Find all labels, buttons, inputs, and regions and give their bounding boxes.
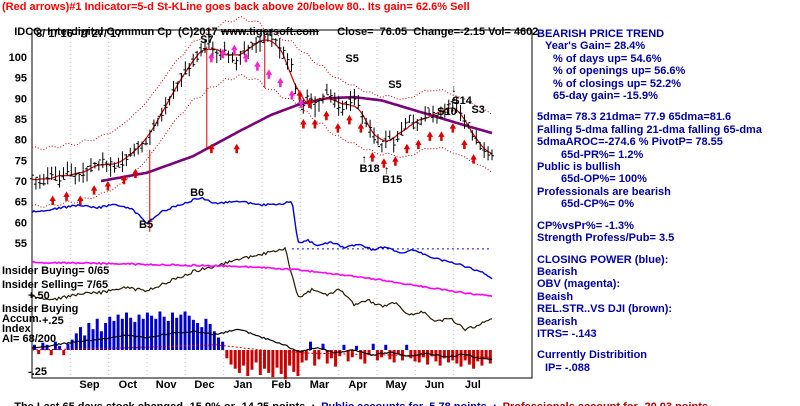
panel-line: IP= -.088	[545, 361, 590, 374]
svg-text:S10: S10	[437, 106, 457, 118]
accum-scale-plus25: +.25	[42, 315, 64, 327]
lower-band-dotted	[31, 73, 493, 208]
insider-buying-accum-title: Insider Buying	[2, 303, 79, 315]
panel-line: % of openings up= 56.6%	[553, 65, 686, 78]
panel-line: Strength Profess/Pub= 3.5	[537, 232, 675, 245]
svg-text:65: 65	[15, 197, 27, 209]
panel-line: CLOSING POWER (blue):	[537, 253, 669, 266]
svg-text:Nov: Nov	[156, 379, 178, 391]
summary-public-text: Public accounts for 5.78 points. :	[321, 401, 503, 406]
price-axis-labels: 100 95 90 85 80 75 70 65 60 55	[9, 52, 27, 250]
insider-selling-label: Insider Selling= 7/65	[2, 279, 109, 291]
panel-line: Beaish	[537, 290, 574, 303]
price-bars	[30, 28, 494, 190]
panel-line: BEARISH PRICE TREND	[537, 28, 665, 40]
panel-line: 65d-OP%= 100%	[561, 173, 647, 186]
panel-line: ITRS= -.143	[537, 327, 597, 340]
ticker-stats: Close= 76.05 Change=-2.15 Vol= 4602	[318, 26, 539, 38]
panel-line: REL.STR..VS DJI (brown):	[537, 303, 673, 316]
svg-text:S7: S7	[200, 34, 213, 46]
svg-text:Apr: Apr	[348, 379, 368, 391]
svg-text:S3: S3	[471, 104, 484, 116]
svg-text:Dec: Dec	[194, 379, 214, 391]
svg-text:Jul: Jul	[465, 379, 481, 391]
svg-text:Mar: Mar	[310, 379, 330, 391]
svg-text:↓: ↓	[451, 83, 457, 95]
insider-buying-label: Insider Buying= 0/65	[2, 265, 110, 277]
panel-line: 5dmaAROC=-274.6 % PivotP= 78.55	[537, 136, 723, 149]
panel-line: Falling 5-dma falling 21-dma falling 65-…	[537, 123, 762, 136]
accum-index-line	[31, 328, 493, 361]
bottom-summary-line: The Last 65 days stock changed -15.9% or…	[2, 389, 798, 406]
relative-strength-line	[31, 246, 493, 332]
red-buy-arrows	[49, 90, 477, 205]
signal-header-line: (Red arrows)#1 Indicator=5-d St-KLine go…	[2, 1, 470, 13]
accum-dotted-line	[32, 344, 493, 358]
svg-text:100: 100	[9, 52, 27, 64]
svg-text:55: 55	[15, 238, 27, 250]
svg-text:Feb: Feb	[271, 379, 291, 391]
obv-line	[31, 260, 493, 298]
panel-line: 65-day gain= -15.9%	[553, 90, 658, 103]
black-annotation-arrows: ↑ ↑ ↓	[361, 83, 456, 176]
upper-band-dotted	[31, 15, 493, 151]
svg-text:B15: B15	[382, 174, 402, 186]
panel-line: % of closings up= 52.2%	[553, 77, 682, 90]
ma65-line	[100, 95, 493, 183]
svg-text:↑: ↑	[384, 165, 390, 177]
panel-line: Professionals are bearish	[537, 185, 671, 198]
panel-line: Public is bullish	[537, 161, 621, 174]
panel-line: CP%vsPr%= -1.3%	[537, 219, 634, 232]
svg-text:Jan: Jan	[233, 379, 252, 391]
panel-line: Year's Gain= 28.4%	[545, 40, 646, 53]
month-axis-labels: Sep Oct Nov Dec Jan Feb Mar Apr May Jun Jul	[79, 379, 480, 391]
closing-power-line	[31, 196, 493, 280]
ai-value-label: AI= 68/200	[2, 333, 57, 345]
svg-text:Sep: Sep	[79, 379, 99, 391]
svg-text:75: 75	[15, 155, 27, 167]
signal-vertical-lines	[149, 34, 266, 232]
svg-text:Oct: Oct	[119, 379, 138, 391]
accum-scale-plus50: +.50	[28, 290, 50, 302]
ticker-header-line: IDCC Interdigital Commun Cp (C)2017 www.…	[2, 14, 538, 50]
chart-frame	[31, 29, 533, 379]
svg-text:80: 80	[15, 135, 27, 147]
statistics-panel: BEARISH PRICE TREND Year's Gain= 28.4%% o…	[537, 28, 799, 374]
date-range-label: 8/ 1/ 16- 7/ 27/ 17	[36, 28, 123, 40]
ticker-url: www.tigersoft.com	[220, 26, 319, 38]
accum-label: Accum.	[2, 313, 42, 325]
panel-line: 65d-CP%= 0%	[561, 198, 635, 211]
index-label: Index	[2, 323, 31, 335]
summary-change-text: The Last 65 days stock changed -15.9% or…	[14, 401, 321, 406]
panel-line: Currently Distribition	[537, 349, 648, 362]
panel-line: OBV (magenta):	[537, 278, 621, 291]
svg-text:70: 70	[15, 176, 27, 188]
summary-professionals-text: Professionals account for -20.03 points.	[503, 401, 711, 406]
svg-text:95: 95	[15, 73, 27, 85]
svg-text:S5: S5	[388, 79, 401, 91]
svg-text:May: May	[385, 379, 407, 391]
svg-text:S14: S14	[452, 95, 472, 107]
panel-line: 5dma= 78.3 21dma= 77.9 65dma=81.6	[537, 111, 732, 124]
panel-line: Bearish	[537, 265, 578, 278]
accumulation-histogram	[33, 311, 492, 380]
svg-text:S5: S5	[345, 53, 358, 65]
svg-text:B18: B18	[360, 163, 380, 175]
svg-text:B6: B6	[190, 187, 204, 199]
svg-text:B5: B5	[139, 219, 153, 231]
magenta-signal-arrows	[208, 44, 305, 108]
panel-line: 65d-PR%= 1.2%	[561, 148, 644, 161]
panel-line: % of days up= 54.6%	[553, 52, 662, 65]
svg-text:Jun: Jun	[425, 379, 445, 391]
ticker-name: IDCC Interdigital Commun Cp (C)2017	[14, 26, 221, 38]
panel-line: Bearish	[537, 315, 578, 328]
svg-text:90: 90	[15, 93, 27, 105]
svg-text:↑: ↑	[361, 153, 367, 165]
accum-scale-minus25: -.25	[28, 366, 47, 378]
svg-text:85: 85	[15, 114, 27, 126]
svg-text:60: 60	[15, 217, 27, 229]
